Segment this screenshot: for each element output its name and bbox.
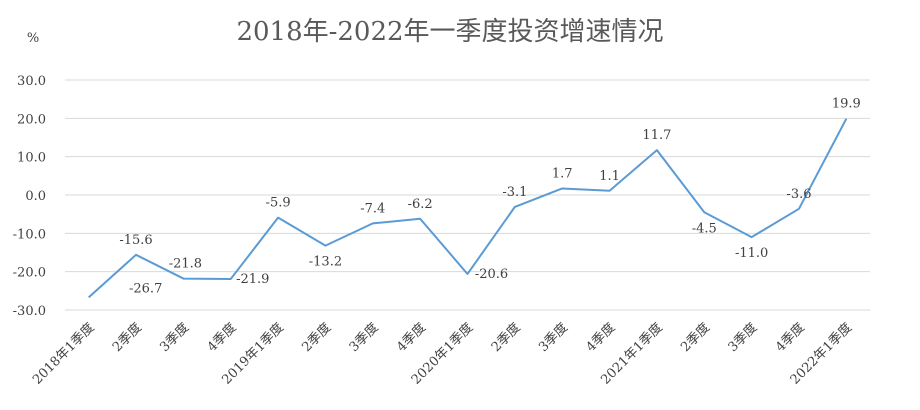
y-tick-label: 0.0	[25, 189, 46, 204]
x-tick-label: 2季度	[488, 320, 524, 356]
data-label: 19.9	[832, 97, 861, 112]
y-tick-label: -10.0	[13, 227, 46, 242]
y-tick-label: 30.0	[17, 74, 46, 89]
x-tick-label: 3季度	[346, 320, 382, 356]
data-label: -11.0	[735, 246, 768, 261]
x-tick-label: 2018年1季度	[29, 320, 97, 388]
x-tick-label: 2季度	[299, 320, 335, 356]
x-tick-label: 3季度	[535, 320, 571, 356]
y-tick-label: 10.0	[17, 151, 46, 166]
x-tick-label: 3季度	[725, 320, 761, 356]
data-label: -20.6	[475, 267, 508, 282]
data-label: 1.1	[599, 169, 620, 184]
y-axis-ticks: 30.0 20.0 10.0 0.0 -10.0 -20.0 -30.0	[13, 74, 46, 319]
data-label: -3.6	[786, 187, 811, 202]
data-label: -6.2	[408, 197, 433, 212]
x-tick-label: 4季度	[393, 320, 429, 356]
data-labels: -15.6 -21.8 -21.9 -5.9 -13.2 -7.4 -6.2 -20.6 -3.…	[119, 97, 860, 297]
x-tick-label: 3季度	[157, 320, 193, 356]
data-label: -4.5	[692, 221, 717, 236]
y-axis-unit-label: %	[27, 31, 39, 46]
x-tick-label: 2季度	[109, 320, 145, 356]
x-tick-label: 4季度	[204, 320, 240, 356]
data-label: -21.8	[169, 257, 202, 272]
x-tick-label: 2季度	[678, 320, 714, 356]
chart-title: 2018年-2022年一季度投资增速情况	[236, 17, 663, 47]
data-label: 1.7	[552, 166, 573, 181]
series-line-path	[88, 118, 848, 299]
gridlines	[65, 79, 870, 311]
y-tick-label: -30.0	[13, 304, 46, 319]
x-tick-label: 4季度	[772, 320, 808, 356]
data-label: -7.4	[360, 201, 385, 216]
data-label: -21.9	[236, 272, 269, 287]
data-label: 11.7	[642, 128, 671, 143]
data-label: -5.9	[266, 196, 291, 211]
x-tick-label: 4季度	[583, 320, 619, 356]
data-label: -13.2	[309, 255, 342, 270]
y-tick-label: 20.0	[17, 112, 46, 127]
data-label: -3.1	[502, 185, 527, 200]
y-tick-label: -20.0	[13, 266, 46, 281]
data-label: -15.6	[119, 233, 152, 248]
series-line	[88, 118, 848, 299]
data-label: -26.7	[129, 281, 162, 296]
